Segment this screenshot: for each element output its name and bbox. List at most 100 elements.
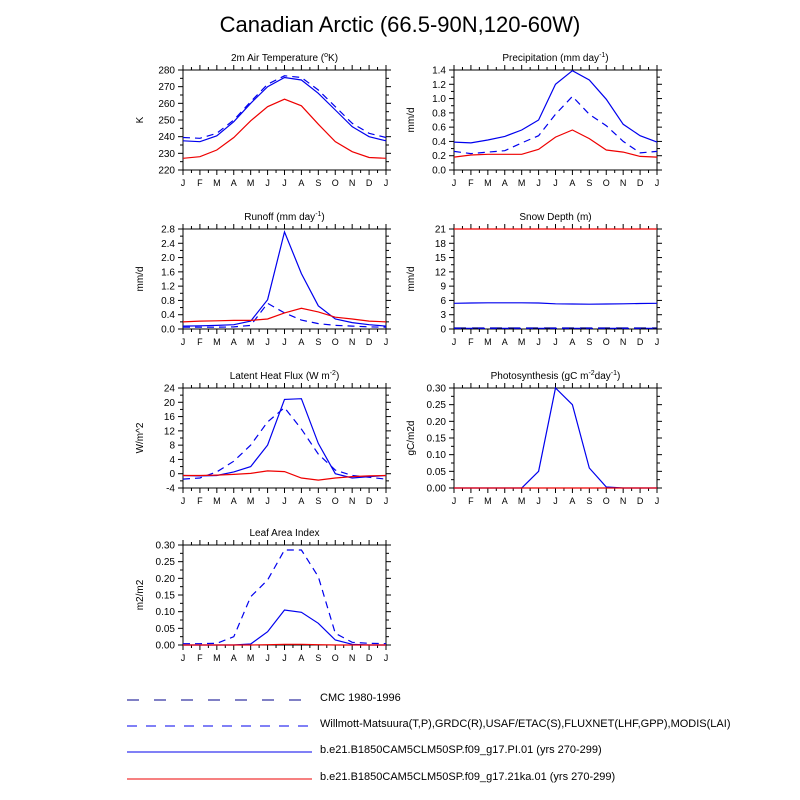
x-tick-label: M	[213, 337, 221, 347]
x-tick-label: A	[298, 337, 304, 347]
x-tick-label: N	[349, 496, 356, 506]
x-tick-label: O	[603, 496, 610, 506]
series-line-21ka-01	[453, 129, 658, 158]
x-tick-label: N	[620, 496, 627, 506]
x-tick-label: J	[181, 178, 186, 188]
x-tick-label: D	[366, 653, 373, 663]
y-tick-label: 1.2	[432, 80, 446, 91]
y-tick-label: 1.0	[432, 94, 446, 105]
x-tick-label: O	[332, 496, 339, 506]
y-tick-label: 0.30	[156, 541, 176, 552]
y-axis-label: mm/d	[135, 267, 146, 292]
x-tick-label: D	[366, 496, 373, 506]
x-tick-label: J	[265, 653, 270, 663]
y-tick-label: 0.20	[427, 417, 447, 428]
x-tick-label: F	[468, 337, 474, 347]
x-tick-label: A	[502, 178, 508, 188]
x-tick-label: J	[265, 496, 270, 506]
series-line-willmott-matsuura	[453, 95, 658, 155]
x-tick-label: A	[231, 337, 237, 347]
x-tick-label: D	[637, 337, 644, 347]
y-axis-label: K	[135, 116, 146, 123]
y-tick-label: 270	[158, 82, 175, 93]
y-tick-label: 0.05	[156, 624, 176, 635]
panel-title: Precipitation (mm day-1)	[502, 52, 608, 64]
series-line-pi-01	[182, 398, 387, 479]
x-tick-label: J	[553, 337, 558, 347]
y-tick-label: 1.4	[432, 66, 446, 77]
x-tick-label: M	[213, 178, 221, 188]
series-line-pi-01	[182, 76, 387, 143]
y-tick-label: 0.8	[161, 296, 175, 307]
x-tick-label: J	[282, 496, 287, 506]
y-tick-label: 6	[440, 296, 446, 307]
y-tick-label: 0	[169, 469, 175, 480]
series-line-pi-01	[182, 229, 387, 327]
y-axis-label: W/m^2	[135, 422, 146, 453]
x-tick-label: A	[502, 496, 508, 506]
x-tick-label: A	[298, 178, 304, 188]
series-line-21ka-01	[183, 643, 386, 646]
y-tick-label: 2.4	[161, 239, 175, 250]
plot-frame	[182, 387, 387, 489]
x-tick-label: A	[569, 496, 575, 506]
y-tick-label: 21	[435, 225, 447, 236]
y-tick-label: 0.4	[432, 137, 446, 148]
plot-frame	[182, 228, 387, 330]
x-tick-label: S	[315, 178, 321, 188]
x-tick-label: S	[586, 496, 592, 506]
x-tick-label: J	[181, 653, 186, 663]
y-tick-label: 20	[164, 398, 176, 409]
y-tick-label: 16	[164, 412, 176, 423]
x-tick-label: J	[452, 337, 457, 347]
panel-title: Photosynthesis (gC m-2day-1)	[491, 370, 621, 382]
y-tick-label: 0.25	[427, 400, 447, 411]
y-tick-label: 0.10	[427, 450, 447, 461]
x-tick-label: J	[655, 337, 660, 347]
x-tick-label: J	[655, 496, 660, 506]
x-tick-label: S	[586, 337, 592, 347]
x-tick-label: J	[265, 337, 270, 347]
x-tick-label: N	[349, 178, 356, 188]
x-tick-label: F	[468, 178, 474, 188]
y-tick-label: 9	[440, 282, 446, 293]
panel-title: Leaf Area Index	[249, 528, 319, 539]
x-tick-label: A	[569, 337, 575, 347]
series-line-modis	[183, 549, 387, 645]
plot-frame	[453, 228, 658, 330]
series-line-pi-01	[183, 609, 386, 646]
x-tick-label: J	[536, 337, 541, 347]
x-tick-label: J	[553, 178, 558, 188]
y-tick-label: 0.25	[156, 557, 176, 568]
x-tick-label: O	[603, 337, 610, 347]
x-tick-label: M	[518, 496, 526, 506]
x-tick-label: M	[518, 178, 526, 188]
series-line-21ka-01	[183, 470, 387, 481]
x-tick-label: S	[315, 337, 321, 347]
panel-runoff: J F M A M J J A S O N D J0.00.40.81.21.62.02.42.8mm/…	[135, 211, 391, 347]
y-tick-label: 0.00	[427, 484, 447, 495]
x-tick-label: A	[298, 653, 304, 663]
panel-leaf-area-index: J F M A M J J A S O N D J0.000.050.100.150.200.250.3…	[135, 528, 391, 663]
x-tick-label: J	[384, 178, 389, 188]
x-tick-label: D	[637, 178, 644, 188]
x-tick-label: A	[231, 496, 237, 506]
series-line-pi-01	[453, 302, 658, 305]
x-tick-label: N	[349, 653, 356, 663]
series-line-grdc	[183, 302, 387, 328]
x-tick-label: M	[247, 496, 255, 506]
x-tick-label: M	[518, 337, 526, 347]
legend-label-cmc: CMC 1980-1996	[320, 692, 401, 704]
x-tick-label: M	[484, 496, 492, 506]
x-tick-label: J	[536, 496, 541, 506]
y-tick-label: 0.2	[432, 151, 446, 162]
x-tick-label: M	[484, 337, 492, 347]
x-tick-label: J	[384, 337, 389, 347]
y-tick-label: 3	[440, 310, 446, 321]
x-tick-label: D	[637, 496, 644, 506]
y-tick-label: 12	[164, 426, 176, 437]
y-axis-label: mm/d	[406, 267, 417, 292]
x-tick-label: O	[332, 653, 339, 663]
x-tick-label: F	[468, 496, 474, 506]
y-tick-label: 12	[435, 267, 447, 278]
